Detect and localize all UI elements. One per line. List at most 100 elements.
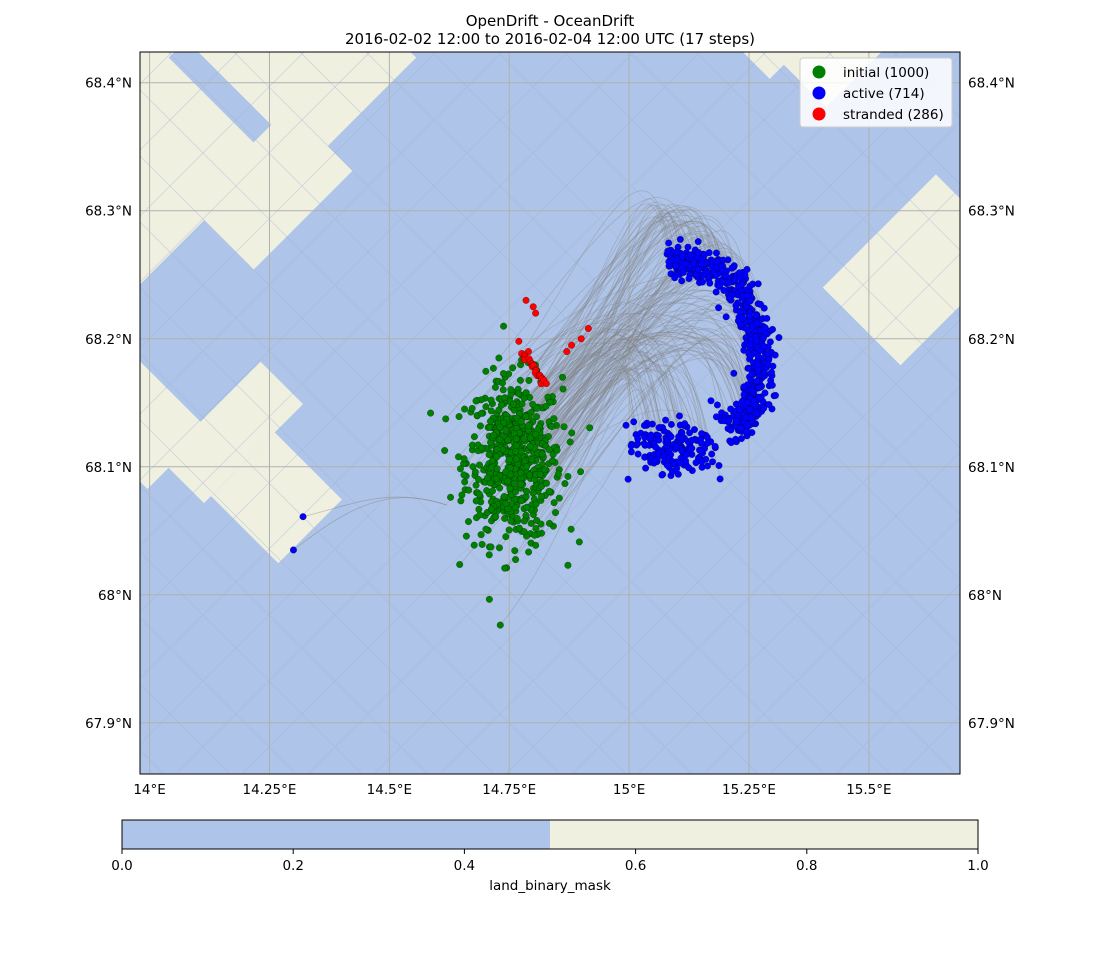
initial-point: [478, 409, 486, 417]
active-point: [704, 462, 712, 470]
y-tick-label-right: 68.2°N: [968, 332, 1015, 348]
active-point: [678, 447, 686, 455]
initial-point: [513, 514, 521, 522]
initial-point: [493, 453, 501, 461]
active-point: [754, 280, 762, 288]
active-point: [706, 279, 714, 287]
active-point: [746, 297, 754, 305]
initial-point: [476, 461, 484, 469]
initial-point: [500, 492, 508, 500]
stranded-point: [563, 348, 571, 356]
active-point: [651, 456, 659, 464]
active-point: [676, 235, 684, 243]
active-point: [769, 325, 777, 333]
active-point: [694, 238, 702, 246]
active-point: [655, 436, 663, 444]
trajectory-line: [495, 295, 750, 471]
trajectory-line: [548, 365, 637, 493]
active-point: [764, 350, 772, 358]
trajectory-line: [518, 331, 748, 450]
active-point: [752, 311, 760, 319]
initial-point: [545, 519, 553, 527]
initial-point: [502, 500, 510, 508]
initial-point: [460, 455, 468, 463]
active-point: [747, 352, 755, 360]
trajectory-line: [540, 350, 675, 453]
trajectory-line: [530, 198, 670, 413]
land-cell: [975, 72, 1100, 298]
legend-box: [799, 57, 953, 128]
legend-label-initial: initial (1000): [843, 65, 929, 81]
land-cell: [769, 52, 960, 108]
trajectory-line: [524, 343, 749, 499]
mesh-line: [140, 52, 371, 283]
initial-point: [523, 503, 531, 511]
trajectory-line: [502, 343, 737, 442]
active-point: [763, 314, 771, 322]
active-point: [647, 431, 655, 439]
trajectory-line: [495, 221, 740, 388]
active-point: [634, 435, 642, 443]
mesh-line: [637, 451, 960, 774]
trajectory-line: [535, 212, 685, 461]
trajectory-line: [530, 351, 747, 544]
mesh-line: [140, 353, 561, 774]
initial-point: [441, 447, 449, 455]
active-point: [738, 435, 746, 443]
initial-point: [532, 431, 540, 439]
trajectory-line: [537, 225, 721, 535]
colorbar-tick-label: 1.0: [967, 858, 988, 874]
active-point: [727, 439, 735, 447]
x-tick-label: 14.75°E: [482, 782, 536, 798]
trajectory-line: [536, 209, 682, 471]
y-tick-label-left: 68.2°N: [85, 332, 132, 348]
initial-point: [485, 551, 493, 559]
initial-point: [564, 472, 572, 480]
initial-point: [516, 376, 524, 384]
initial-point: [496, 423, 504, 431]
active-point: [755, 384, 763, 392]
trajectory-line: [534, 364, 706, 490]
trajectory-line: [502, 313, 742, 439]
y-tick-label-left: 68.1°N: [85, 460, 132, 476]
mesh-line: [431, 52, 960, 581]
land-cell: [992, 231, 1100, 415]
stranded-point: [568, 341, 576, 349]
trajectory-line: [553, 209, 714, 419]
initial-point: [483, 487, 491, 495]
trajectory-line: [517, 333, 680, 457]
initial-point: [537, 520, 545, 528]
initial-point: [520, 517, 528, 525]
active-point: [662, 416, 670, 424]
initial-point: [538, 450, 546, 458]
mesh-line: [695, 52, 960, 317]
active-point: [640, 440, 648, 448]
active-point: [761, 389, 769, 397]
initial-point: [496, 621, 504, 629]
initial-point: [472, 397, 480, 405]
active-point: [713, 258, 721, 266]
active-point: [665, 258, 673, 266]
mesh-line: [140, 287, 627, 774]
active-point: [664, 247, 672, 255]
active-point: [737, 424, 745, 432]
initial-point: [512, 556, 520, 564]
active-point: [754, 366, 762, 374]
active-point: [713, 401, 721, 409]
initial-point: [512, 455, 520, 463]
trajectory-line: [562, 324, 682, 459]
mesh-line: [140, 155, 759, 774]
initial-point: [507, 386, 515, 394]
active-point: [622, 421, 630, 429]
y-tick-label-right: 68.4°N: [968, 76, 1015, 92]
y-tick-label-right: 68.3°N: [968, 204, 1015, 220]
mesh-line: [140, 52, 503, 415]
active-point: [716, 282, 724, 290]
active-point: [739, 314, 747, 322]
active-point: [655, 424, 663, 432]
trajectory-line: [507, 346, 682, 448]
land-cell: [822, 174, 960, 366]
active-point: [640, 421, 648, 429]
trajectory-line: [534, 347, 726, 500]
